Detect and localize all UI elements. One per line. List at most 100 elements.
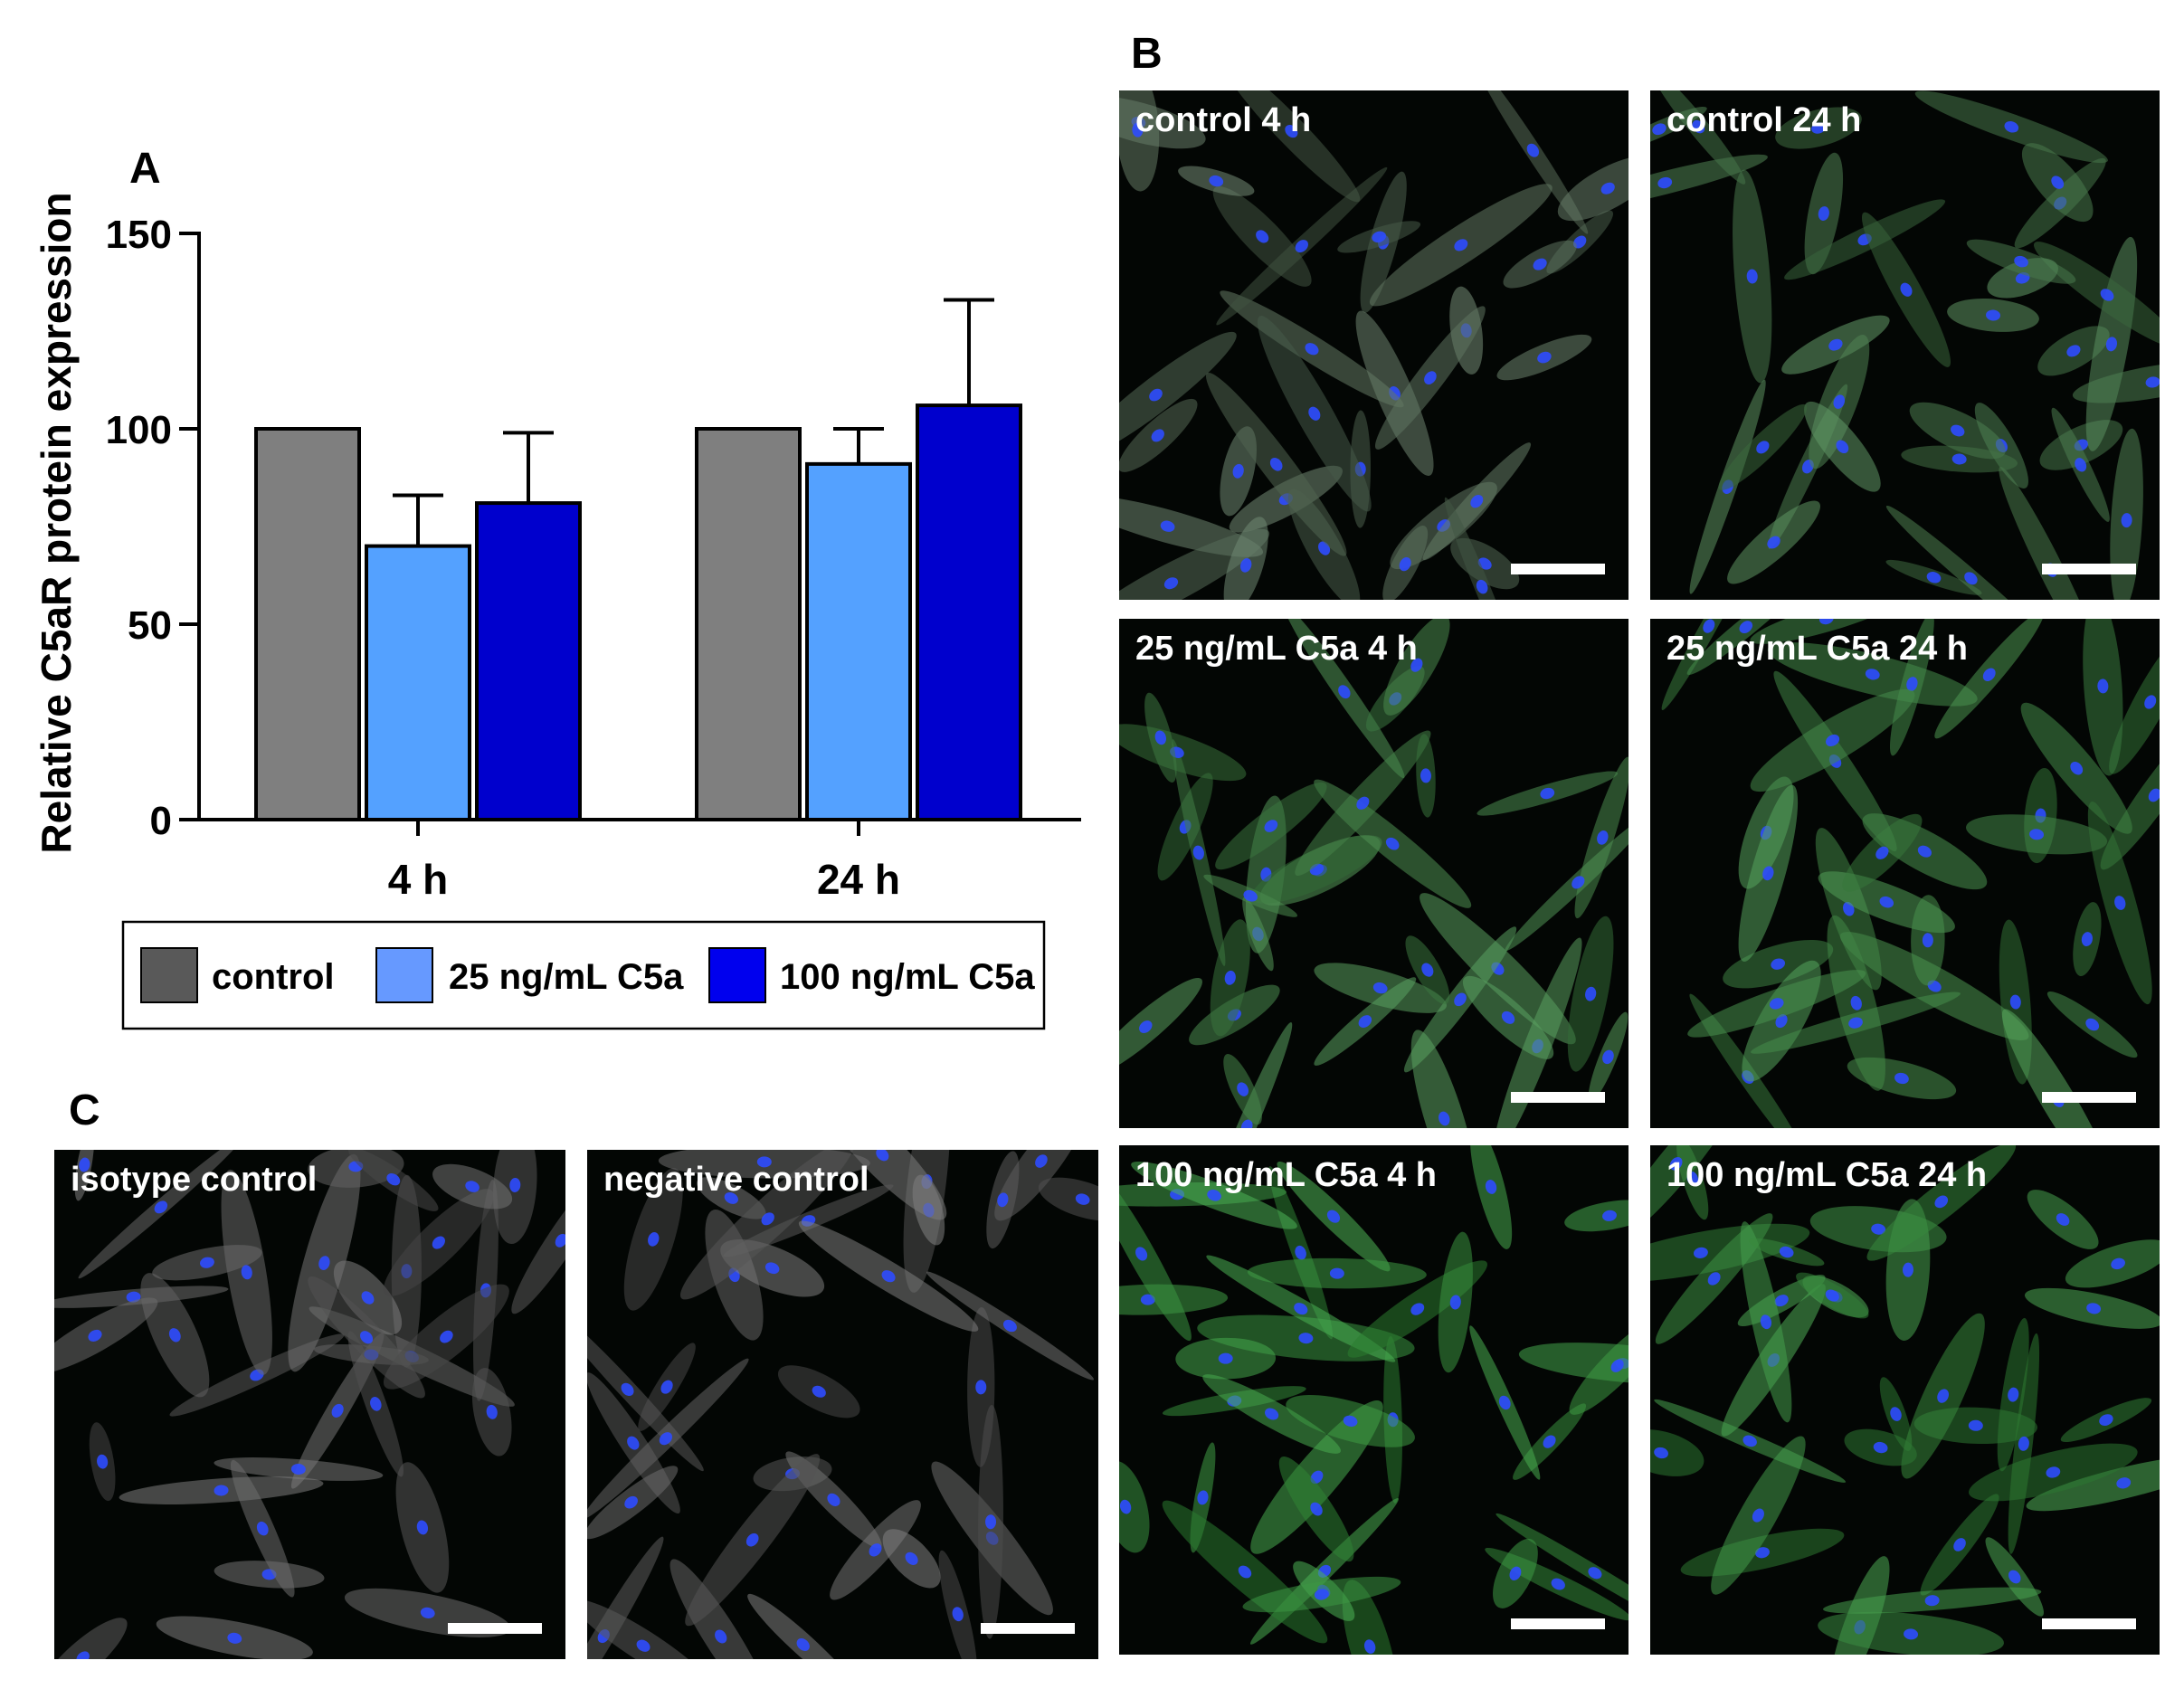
cell-nucleus <box>1669 1157 1683 1171</box>
micrograph-label: 25 ng/mL C5a 4 h <box>1135 630 1418 668</box>
cell-nucleus <box>1767 536 1780 549</box>
cell-nucleus <box>1537 351 1552 364</box>
cell-nucleus <box>1385 837 1400 850</box>
micrograph-panel: negative control <box>587 1150 1098 1659</box>
micrograph-cells <box>1661 619 2160 1128</box>
cell-nucleus <box>2046 1466 2061 1478</box>
cell-nucleus <box>1209 175 1224 187</box>
cell-nucleus <box>636 1639 650 1652</box>
micrograph-cells <box>1119 619 1629 1128</box>
cell-nucleus <box>1692 119 1705 134</box>
cell-nucleus <box>1926 572 1942 584</box>
cell-nucleus <box>1585 986 1597 1001</box>
cell-nucleus <box>812 1385 826 1398</box>
bar-chart: Relative C5aR protein expression 0 50 100 1… <box>33 192 1081 903</box>
cell-nucleus <box>2004 121 2019 133</box>
cell-nucleus <box>1343 1415 1358 1428</box>
cell-nucleus <box>1986 309 2000 321</box>
cell-nucleus <box>1356 796 1370 810</box>
micrograph-panel: control 24 h <box>1650 90 2160 600</box>
cell-nucleus <box>1294 1303 1308 1315</box>
cell-nucleus <box>1551 1578 1565 1590</box>
cell-nucleus <box>1746 269 1758 284</box>
cell-nucleus <box>256 1521 269 1536</box>
cell-nucleus <box>997 1192 1009 1208</box>
cell-nucleus <box>1197 1490 1209 1505</box>
cell-nucleus <box>1526 143 1540 157</box>
cell-nucleus <box>1779 1246 1794 1258</box>
cell-nucleus <box>796 1638 810 1651</box>
cell-nucleus <box>2014 255 2028 268</box>
cell-nucleus <box>1756 441 1770 454</box>
cell-nucleus <box>509 1177 521 1192</box>
cell-nucleus <box>1760 1314 1772 1330</box>
cell-nucleus <box>1890 1407 1902 1421</box>
cell-nucleus <box>1310 1502 1323 1516</box>
micrograph-grid: control 4 h control 24 h 25 ng/mL C5a 4 h 2… <box>54 90 2160 1659</box>
legend-swatch <box>140 947 198 1003</box>
scale-bar <box>2042 1092 2136 1103</box>
cell-nucleus <box>1372 231 1387 243</box>
cell-nucleus <box>1338 685 1351 699</box>
cell-nucleus <box>975 1380 987 1395</box>
cell-nucleus <box>1902 1262 1913 1277</box>
cell-nucleus <box>1818 206 1829 221</box>
cell-nucleus <box>97 1454 109 1469</box>
cell-nucleus <box>869 1543 882 1557</box>
cell-nucleus <box>1163 577 1179 590</box>
cell-nucleus <box>715 1629 727 1644</box>
cell-nucleus <box>1873 1441 1888 1454</box>
cell-nucleus <box>756 1156 772 1168</box>
x-tick-label: 24 h <box>817 856 900 903</box>
cell-nucleus <box>1075 1193 1090 1205</box>
cell-nucleus <box>2114 896 2126 910</box>
micrograph-label: control 4 h <box>1135 101 1311 139</box>
cell-nucleus <box>440 1330 453 1343</box>
cell-nucleus <box>2121 513 2132 528</box>
cell-nucleus <box>1848 1017 1863 1029</box>
cell-nucleus <box>1951 424 1965 437</box>
cell-nucleus <box>2009 994 2021 1010</box>
y-tick-label: 50 <box>128 603 172 648</box>
cell-nucleus <box>905 1551 918 1565</box>
bar <box>365 544 471 821</box>
cell-nucleus <box>1295 1245 1306 1260</box>
micrograph-label: 100 ng/mL C5a 24 h <box>1666 1156 1987 1194</box>
cell-nucleus <box>1420 768 1431 783</box>
cell-nucleus <box>1207 1190 1221 1201</box>
chart-error-bars <box>393 298 994 546</box>
cell-nucleus <box>1240 1119 1253 1128</box>
cell-nucleus <box>88 1329 102 1342</box>
cell-nucleus <box>1533 258 1547 270</box>
micrograph-cells <box>587 1150 1098 1659</box>
cell-nucleus <box>1308 406 1321 421</box>
cell-nucleus <box>1218 1352 1233 1364</box>
cell-nucleus <box>76 1651 90 1659</box>
cell-nucleus <box>2085 1018 2100 1031</box>
cell-nucleus <box>2111 1257 2125 1270</box>
micrograph-panel: 100 ng/mL C5a 4 h <box>1119 1145 1629 1655</box>
legend-swatch <box>708 947 766 1003</box>
cell-nucleus <box>1904 1628 1919 1640</box>
cell-nucleus <box>1917 845 1932 858</box>
cell-nucleus <box>2105 337 2118 352</box>
cell-nucleus <box>1818 619 1834 625</box>
cell-nucleus <box>648 1232 660 1247</box>
cell-nucleus <box>1160 520 1175 532</box>
cell-nucleus <box>1295 240 1308 253</box>
cell-nucleus <box>1951 453 1967 465</box>
cell-nucleus <box>2099 1414 2113 1427</box>
cell-nucleus <box>1924 1595 1940 1607</box>
cell-nucleus <box>1762 866 1774 881</box>
y-tick-label: 150 <box>106 213 172 257</box>
cell-nucleus <box>1752 1508 1764 1523</box>
legend-label: 25 ng/mL C5a <box>449 957 684 997</box>
cell-nucleus <box>1769 998 1784 1010</box>
scale-bar <box>1511 1618 1605 1629</box>
cell-nucleus <box>1305 343 1319 356</box>
cell-nucleus <box>1922 933 1933 948</box>
cell-nucleus <box>2148 788 2160 802</box>
cell-nucleus <box>2029 829 2045 840</box>
cell-nucleus <box>1771 958 1786 970</box>
cell-nucleus <box>621 1382 634 1397</box>
